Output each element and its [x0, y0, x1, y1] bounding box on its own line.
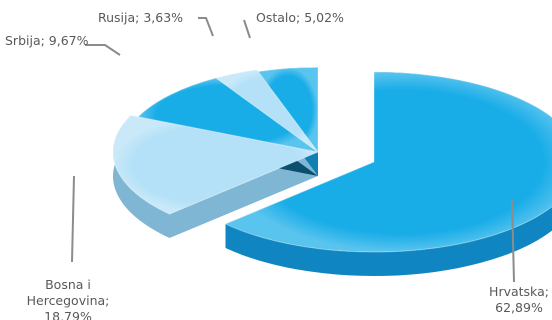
label-srbija: Srbija; 9,67% [5, 33, 89, 48]
label-bosna-value: 18,79% [44, 309, 92, 320]
slice-side-bosna [113, 115, 170, 239]
leader-line-srbija [85, 44, 121, 56]
slice-highlight-srbija [138, 78, 318, 152]
slice-highlight-hrvatska [225, 72, 552, 252]
slice-tops [112, 66, 552, 253]
leader-line-rusija [198, 17, 214, 37]
label-ostalo: Ostalo; 5,02% [256, 10, 344, 25]
leader-line-bosna [71, 175, 75, 263]
pie-slices [112, 66, 552, 276]
slice-highlight-ostalo [258, 67, 318, 152]
label-hrvatska-name: Hrvatska; [489, 284, 549, 299]
label-hrvatska-value: 62,89% [495, 300, 543, 315]
leader-line-hrvatska [511, 199, 515, 283]
slice-highlight-rusija [216, 69, 318, 152]
slice-face-start-bosna [169, 152, 318, 239]
slice-side-hrvatska [225, 72, 552, 276]
leader-lines [71, 17, 515, 283]
label-rusija: Rusija; 3,63% [98, 10, 183, 25]
slice-highlight-bosna [113, 115, 318, 215]
label-bosna-line2: Hercegovina; [27, 293, 110, 308]
leader-line-ostalo [243, 19, 251, 39]
label-bosna-line1: Bosna i [45, 277, 91, 292]
data-labels: Hrvatska; 62,89% Bosna i Hercegovina; 18… [5, 10, 549, 320]
